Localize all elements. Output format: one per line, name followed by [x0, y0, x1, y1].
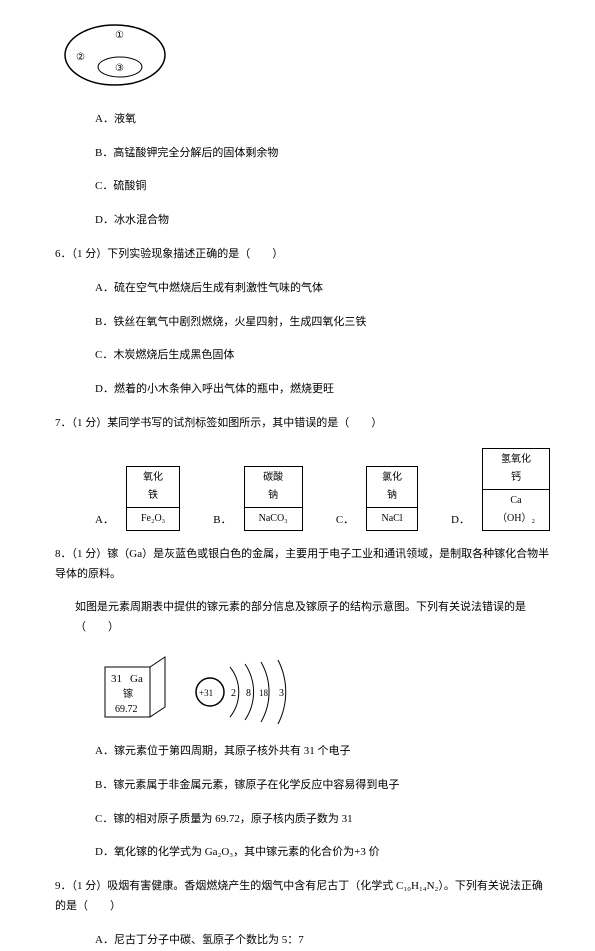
q6-option-b: B．铁丝在氧气中剧烈燃烧，火星四射，生成四氧化三铁	[95, 313, 550, 333]
element-num: 31	[111, 673, 122, 685]
q6-option-c: C．木炭燃烧后生成黑色固体	[95, 346, 550, 366]
q7-letter-a: A．	[95, 511, 114, 531]
q5-option-a: A．液氧	[95, 110, 550, 130]
q8-option-c: C．镓的相对原子质量为 69.72，原子核内质子数为 31	[95, 810, 550, 830]
q5-option-b: B．高锰酸钾完全分解后的固体剩余物	[95, 144, 550, 164]
q9-option-a: A．尼古丁分子中碳、氢原子个数比为 5：7	[95, 931, 550, 951]
q7-box-d-top: 氢氧化钙	[483, 449, 549, 490]
q7-box-a-bottom: Fe₂O₃	[127, 508, 179, 530]
shell-1: 2	[231, 688, 236, 699]
q7-letter-b: B．	[213, 511, 231, 531]
oval-label-1: ①	[115, 30, 124, 41]
element-name: 镓	[123, 688, 133, 700]
q7-box-a: 氧化铁 Fe₂O₃	[126, 466, 180, 531]
q7-box-c-top: 氯化钠	[367, 467, 417, 508]
shell-3: 18	[259, 688, 269, 698]
q7-letter-c: C．	[336, 511, 354, 531]
element-sym: Ga	[130, 673, 143, 685]
q7-box-d-bottom: Ca（OH）₂	[483, 490, 549, 530]
q8-stem-line1: 8．（1 分）镓（Ga）是灰蓝色或银白色的金属，主要用于电子工业和通讯领域，是制…	[55, 545, 550, 585]
q6-option-d: D．燃着的小木条伸入呼出气体的瓶中，燃烧更旺	[95, 380, 550, 400]
shell-2: 8	[246, 688, 251, 699]
q8-option-a: A．镓元素位于第四周期，其原子核外共有 31 个电子	[95, 742, 550, 762]
element-tile: 31 Ga 镓 69.72	[95, 652, 175, 732]
q8-option-b: B．镓元素属于非金属元素，镓原子在化学反应中容易得到电子	[95, 776, 550, 796]
q6-option-a: A．硫在空气中燃烧后生成有刺激性气味的气体	[95, 279, 550, 299]
oval-figure: ① ② ③	[60, 20, 550, 98]
oval-label-3: ③	[115, 63, 124, 74]
q7-options-row: A． 氧化铁 Fe₂O₃ B． 碳酸钠 NaCO₃ C． 氯化钠 NaCl D．…	[95, 448, 550, 531]
nucleus-charge: +31	[199, 688, 213, 698]
q5-option-d: D．冰水混合物	[95, 211, 550, 231]
q7-box-b-top: 碳酸钠	[245, 467, 302, 508]
q7-box-a-top: 氧化铁	[127, 467, 179, 508]
q8-figure: 31 Ga 镓 69.72 +31 2 8 18 3	[95, 652, 550, 732]
atom-diagram: +31 2 8 18 3	[185, 652, 305, 732]
oval-label-2: ②	[76, 52, 85, 63]
shell-4: 3	[279, 688, 284, 699]
q5-option-c: C．硫酸铜	[95, 177, 550, 197]
q8-stem-line2: 如图是元素周期表中提供的镓元素的部分信息及镓原子的结构示意图。下列有关说法错误的…	[75, 598, 550, 638]
q7-letter-d: D．	[451, 511, 470, 531]
q8-option-d: D．氧化镓的化学式为 Ga₂O₃，其中镓元素的化合价为+3 价	[95, 843, 550, 863]
q7-box-c-bottom: NaCl	[367, 508, 417, 530]
q7-box-b: 碳酸钠 NaCO₃	[244, 466, 303, 531]
q7-box-c: 氯化钠 NaCl	[366, 466, 418, 531]
q6-stem: 6．（1 分）下列实验现象描述正确的是（ ）	[55, 245, 550, 265]
q9-stem: 9．（1 分）吸烟有害健康。香烟燃烧产生的烟气中含有尼古丁（化学式 C₁₀H₁₄…	[55, 877, 550, 917]
element-mass: 69.72	[115, 704, 138, 715]
q7-box-b-bottom: NaCO₃	[245, 508, 302, 530]
q7-stem: 7．（1 分）某同学书写的试剂标签如图所示，其中错误的是（ ）	[55, 414, 550, 434]
q7-box-d: 氢氧化钙 Ca（OH）₂	[482, 448, 550, 531]
